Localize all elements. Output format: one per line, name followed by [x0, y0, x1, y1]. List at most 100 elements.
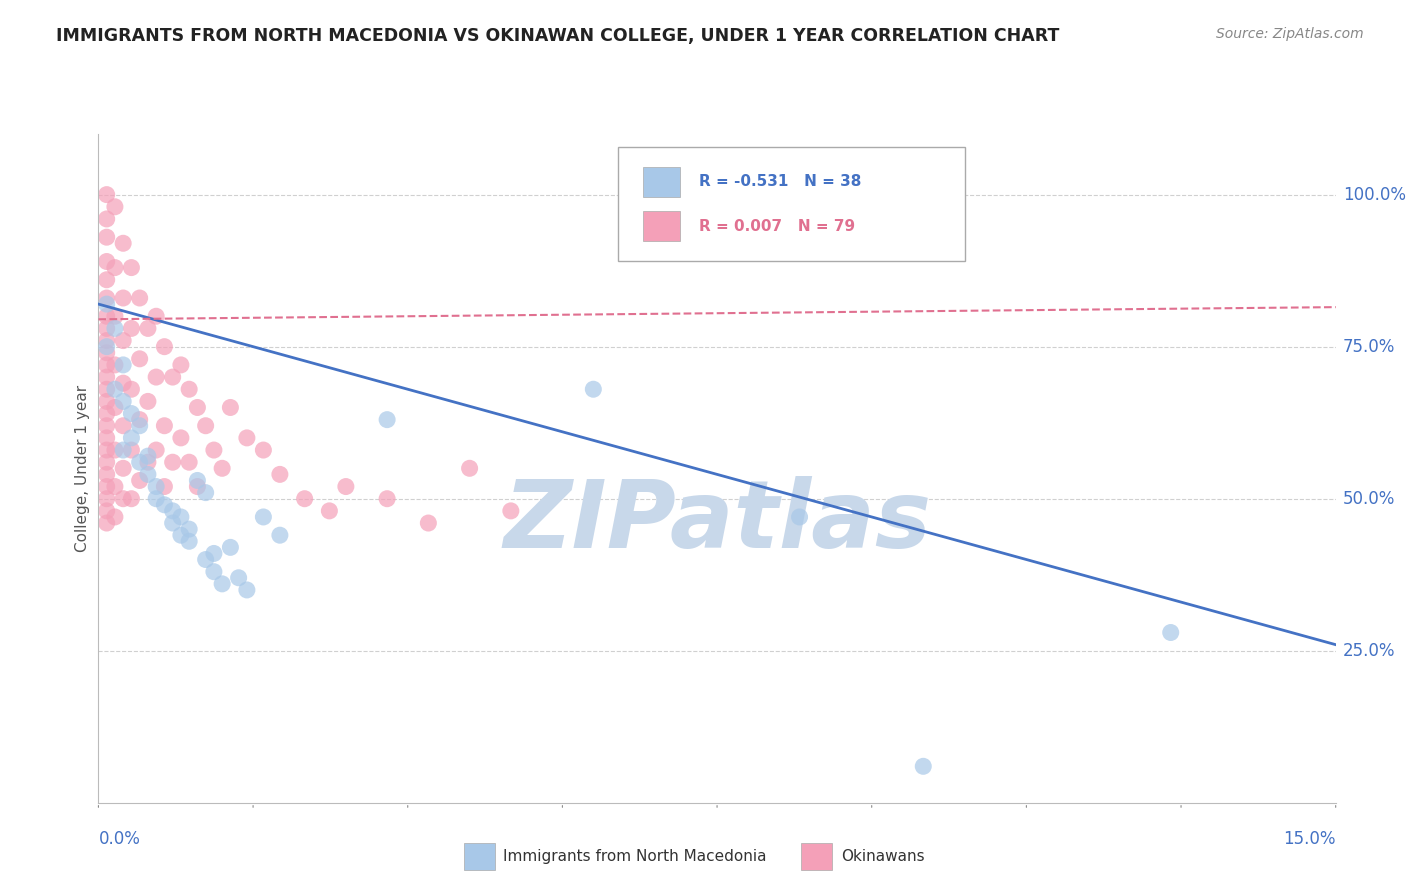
Point — [96, 321, 118, 335]
Point — [162, 370, 184, 384]
Point — [112, 376, 135, 391]
Point — [194, 485, 217, 500]
Point — [179, 382, 201, 396]
Point — [202, 546, 225, 560]
Point — [211, 577, 233, 591]
Point — [136, 467, 159, 482]
Point — [418, 516, 440, 530]
Text: R = 0.007   N = 79: R = 0.007 N = 79 — [699, 219, 855, 234]
FancyBboxPatch shape — [643, 168, 681, 197]
Point — [128, 474, 150, 488]
Point — [96, 382, 118, 396]
Point — [104, 321, 127, 335]
Text: 75.0%: 75.0% — [1343, 338, 1395, 356]
Point — [202, 565, 225, 579]
Point — [269, 467, 291, 482]
Point — [153, 498, 176, 512]
Point — [96, 291, 118, 305]
Text: IMMIGRANTS FROM NORTH MACEDONIA VS OKINAWAN COLLEGE, UNDER 1 YEAR CORRELATION CH: IMMIGRANTS FROM NORTH MACEDONIA VS OKINA… — [56, 27, 1060, 45]
Point — [219, 541, 242, 555]
Point — [96, 504, 118, 518]
Point — [96, 431, 118, 445]
Point — [96, 187, 118, 202]
Point — [120, 491, 142, 506]
Point — [128, 455, 150, 469]
Point — [96, 370, 118, 384]
Point — [96, 340, 118, 354]
Point — [194, 552, 217, 566]
Point — [96, 211, 118, 226]
Point — [252, 443, 274, 458]
Point — [104, 358, 127, 372]
Point — [112, 291, 135, 305]
Point — [252, 510, 274, 524]
Point — [186, 474, 208, 488]
Point — [179, 534, 201, 549]
Point — [96, 394, 118, 409]
Point — [136, 321, 159, 335]
Point — [186, 401, 208, 415]
Point — [136, 394, 159, 409]
FancyBboxPatch shape — [619, 147, 965, 261]
Point — [112, 394, 135, 409]
Point — [186, 479, 208, 493]
Point — [219, 401, 242, 415]
Point — [96, 230, 118, 244]
Point — [335, 479, 357, 493]
Point — [96, 297, 118, 311]
Point — [112, 461, 135, 475]
Text: Source: ZipAtlas.com: Source: ZipAtlas.com — [1216, 27, 1364, 41]
Point — [96, 310, 118, 324]
Text: Immigrants from North Macedonia: Immigrants from North Macedonia — [503, 849, 766, 863]
Text: 50.0%: 50.0% — [1343, 490, 1395, 508]
Point — [96, 467, 118, 482]
Point — [120, 431, 142, 445]
Point — [120, 382, 142, 396]
Text: 0.0%: 0.0% — [98, 830, 141, 847]
Point — [104, 200, 127, 214]
Point — [162, 504, 184, 518]
Point — [179, 455, 201, 469]
Point — [170, 510, 193, 524]
Point — [112, 491, 135, 506]
Point — [96, 254, 118, 268]
Point — [104, 310, 127, 324]
Point — [128, 418, 150, 433]
Point — [153, 340, 176, 354]
Point — [194, 418, 217, 433]
Point — [96, 407, 118, 421]
Point — [112, 443, 135, 458]
Point — [170, 358, 193, 372]
Point — [104, 510, 127, 524]
Point — [120, 443, 142, 458]
Point — [269, 528, 291, 542]
Point — [104, 401, 127, 415]
Point — [202, 443, 225, 458]
Point — [128, 351, 150, 366]
Point — [162, 516, 184, 530]
Text: Okinawans: Okinawans — [841, 849, 924, 863]
Point — [120, 260, 142, 275]
Point — [112, 334, 135, 348]
Point — [789, 510, 811, 524]
Point — [96, 443, 118, 458]
Point — [145, 370, 167, 384]
Point — [96, 334, 118, 348]
Point — [96, 345, 118, 359]
Point — [582, 382, 605, 396]
Point — [112, 358, 135, 372]
Text: 25.0%: 25.0% — [1343, 641, 1395, 660]
Point — [104, 443, 127, 458]
Point — [104, 260, 127, 275]
Point — [112, 236, 135, 251]
Point — [145, 310, 167, 324]
Point — [120, 321, 142, 335]
Text: ZIPatlas: ZIPatlas — [503, 475, 931, 568]
Point — [145, 479, 167, 493]
Point — [128, 291, 150, 305]
Point — [96, 418, 118, 433]
Point — [236, 582, 259, 597]
Point — [318, 504, 340, 518]
Point — [179, 522, 201, 536]
Point — [153, 479, 176, 493]
